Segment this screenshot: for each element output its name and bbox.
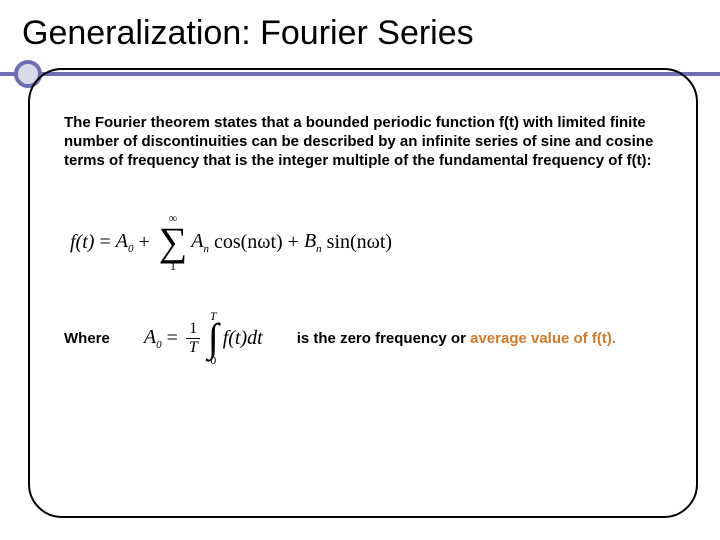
where-text-plain: is the zero frequency or (297, 330, 470, 347)
fourier-series-formula: f(t) = A0 + ∞ ∑ 1 An cos (nωt) + Bn sin … (70, 212, 662, 272)
a0-term: A0 (116, 230, 134, 255)
lhs: f(t) (70, 231, 94, 254)
an-term: An (191, 230, 209, 255)
content-frame: The Fourier theorem states that a bounde… (28, 68, 698, 518)
a0-lhs: A0 (144, 326, 162, 351)
equals: = (94, 231, 115, 254)
plus-1: + (133, 231, 154, 254)
where-label: Where (64, 330, 110, 347)
equals-2: = (162, 327, 183, 350)
a0-definition-formula: A0 = 1 T T ∫ 0 f(t)dt (144, 310, 263, 366)
integrand: f(t)dt (223, 327, 263, 350)
cos-arg: (nωt) (241, 231, 283, 254)
where-description: is the zero frequency or average value o… (297, 330, 616, 347)
bn-term: Bn (304, 230, 322, 255)
sin-arg: (nωt) (350, 231, 392, 254)
cos: cos (209, 231, 241, 254)
summation-icon: ∞ ∑ 1 (159, 212, 188, 272)
integral-icon: T ∫ 0 (208, 310, 219, 366)
sin: sin (322, 231, 350, 254)
one-over-t: 1 T (186, 321, 201, 356)
page-title: Generalization: Fourier Series (22, 14, 720, 53)
where-text-highlight: average value of f(t). (470, 330, 616, 347)
where-row: Where A0 = 1 T T ∫ 0 f(t)dt is the zero … (64, 310, 662, 366)
theorem-text: The Fourier theorem states that a bounde… (64, 114, 662, 170)
plus-2: + (283, 231, 304, 254)
